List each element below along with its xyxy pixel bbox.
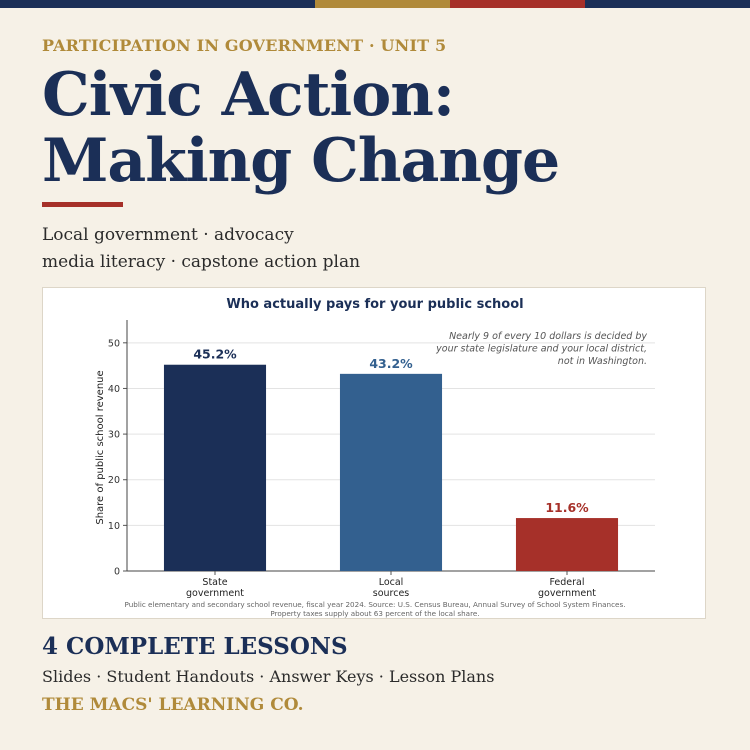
x-tick-label: sources (373, 588, 410, 599)
y-tick-label: 30 (108, 430, 120, 441)
brand-name: THE MACS' LEARNING CO. (42, 695, 304, 715)
top-bar-segment (0, 0, 315, 8)
top-bar-segment (450, 0, 585, 8)
lessons-heading: 4 COMPLETE LESSONS (42, 633, 348, 660)
top-bar-segment (315, 0, 450, 8)
source-note: Property taxes supply about 63 percent o… (270, 609, 479, 618)
bar-chart: Who actually pays for your public school… (95, 297, 655, 618)
y-tick-label: 40 (108, 384, 120, 395)
bar-value-label: 11.6% (545, 500, 589, 515)
subtitle-line: Local government · advocacy (42, 225, 294, 245)
y-tick-label: 10 (108, 521, 120, 532)
top-color-bar (0, 0, 750, 8)
x-tick-label: government (538, 588, 596, 599)
materials-list: Slides · Student Handouts · Answer Keys … (42, 667, 495, 686)
x-tick-label: government (186, 588, 244, 599)
y-tick-label: 20 (108, 475, 120, 486)
x-tick-label: State (202, 577, 227, 588)
bar-value-label: 45.2% (193, 347, 237, 362)
chart-annotation: Nearly 9 of every 10 dollars is decided … (449, 331, 647, 342)
bar (515, 518, 619, 571)
source-note: Public elementary and secondary school r… (125, 600, 626, 609)
page-title: Civic Action: Making Change (42, 60, 560, 196)
subtitle-line: media literacy · capstone action plan (42, 252, 361, 272)
title-underline (42, 202, 123, 207)
top-bar-segment (585, 0, 750, 8)
bar (163, 364, 267, 571)
y-tick-label: 0 (114, 567, 120, 578)
chart-title: Who actually pays for your public school (226, 297, 523, 312)
chart-annotation: your state legislature and your local di… (435, 344, 647, 355)
subtitle: Local government · advocacy media litera… (42, 222, 360, 276)
y-tick-label: 50 (108, 338, 120, 349)
chart-annotation: not in Washington. (558, 356, 647, 367)
bar-value-label: 43.2% (369, 356, 413, 371)
x-tick-label: Local (379, 577, 404, 588)
unit-eyebrow: PARTICIPATION IN GOVERNMENT · UNIT 5 (42, 36, 447, 55)
x-tick-label: Federal (549, 577, 584, 588)
bar (339, 373, 443, 571)
chart-card: Who actually pays for your public school… (42, 287, 706, 619)
y-axis-label: Share of public school revenue (95, 370, 106, 524)
